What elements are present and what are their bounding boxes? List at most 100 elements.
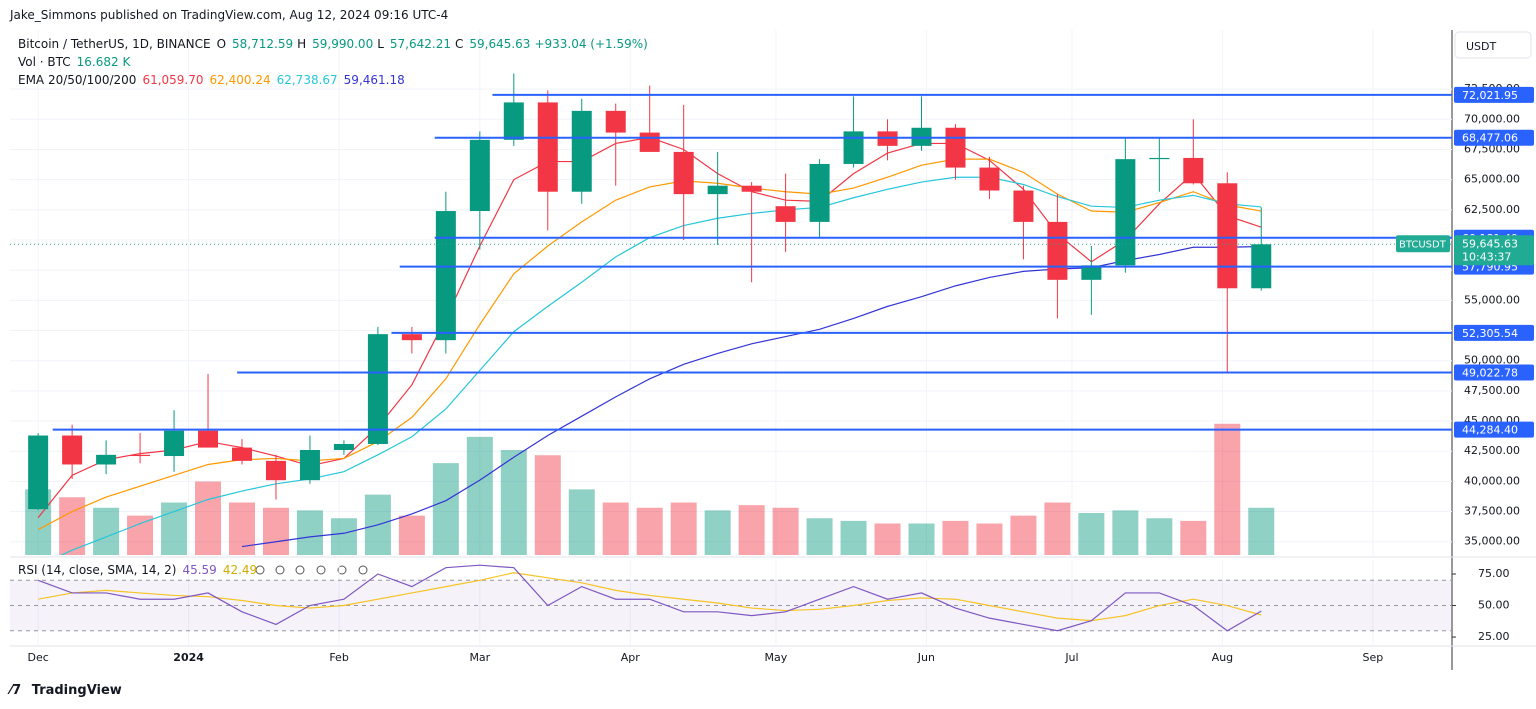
y-tick-label: 65,000.00 xyxy=(1464,173,1520,186)
brand: ⁄7 TradingView xyxy=(10,683,128,698)
ema-line xyxy=(37,136,1262,518)
x-tick-label: Dec xyxy=(28,651,49,664)
publisher: Jake_Simmons published on TradingView.co… xyxy=(10,8,449,22)
level-label: 68,477.06 xyxy=(1462,132,1518,145)
candle-body xyxy=(1013,190,1034,222)
ohlc-item: O 58,712.59 xyxy=(217,37,294,51)
candle-body xyxy=(605,110,626,133)
volume-bar xyxy=(1112,510,1139,555)
candle-body xyxy=(537,102,558,192)
level-label: 52,305.54 xyxy=(1462,327,1518,340)
candle-body xyxy=(198,430,219,448)
volume-bar xyxy=(840,520,867,555)
y-tick-label: 67,500.00 xyxy=(1464,142,1520,155)
level-label-box xyxy=(1454,364,1534,381)
ohlc-key: H xyxy=(297,37,307,51)
volume-bar xyxy=(908,523,935,555)
volume-bar xyxy=(670,502,697,555)
volume-bar xyxy=(1078,513,1105,555)
ema-name: EMA 20/50/100/200 xyxy=(18,73,137,87)
candle-body xyxy=(1251,244,1272,289)
candle-body xyxy=(164,430,185,457)
candle-body xyxy=(299,450,320,481)
candle-body xyxy=(945,127,966,168)
ohlc-key: L xyxy=(377,37,384,51)
volume-bar xyxy=(364,494,391,555)
level-label-box xyxy=(1454,324,1534,341)
symbol-tag xyxy=(1396,235,1450,253)
candle-body xyxy=(265,460,286,481)
candle-body xyxy=(673,151,694,195)
x-tick-label: Feb xyxy=(329,651,348,664)
volume-bar xyxy=(398,515,425,555)
symbol: Bitcoin / TetherUS, 1D, BINANCE xyxy=(18,37,211,51)
level-label: 44,284.40 xyxy=(1462,424,1518,437)
y-tick-label: 57,500.00 xyxy=(1464,263,1520,276)
volume-bar xyxy=(874,523,901,555)
y-tick-label: 60,000.00 xyxy=(1464,233,1520,246)
ohlc-item: H 59,990.00 xyxy=(297,37,373,51)
symbol-tag-label: BTCUSDT xyxy=(1399,239,1447,250)
level-label: 57,790.95 xyxy=(1462,261,1518,274)
level-label: 49,022.78 xyxy=(1462,366,1518,379)
volume-bar xyxy=(1180,520,1207,555)
candle-body xyxy=(639,132,660,152)
candle-body xyxy=(96,454,117,465)
last-price-label: 59,645.63 xyxy=(1462,237,1518,250)
candle-body xyxy=(707,185,728,195)
currency-button[interactable]: USDT xyxy=(1466,40,1497,53)
volume-bar xyxy=(534,455,561,555)
volume-bar xyxy=(195,481,222,555)
volume-legend: Vol · BTC 16.682 K xyxy=(18,55,136,69)
candle-body xyxy=(979,167,1000,191)
y-tick-label: 40,000.00 xyxy=(1464,474,1520,487)
volume-bar xyxy=(127,515,154,555)
volume-bar xyxy=(806,518,833,555)
candle-body xyxy=(1115,159,1136,266)
candle-body xyxy=(469,139,490,212)
candle-body xyxy=(877,131,898,146)
candle-body xyxy=(1149,157,1170,160)
candle-body xyxy=(435,211,456,341)
rsi-value: 45.59 xyxy=(182,563,217,577)
volume-bar xyxy=(432,463,459,555)
y-tick-label: 50,000.00 xyxy=(1464,354,1520,367)
volume-bar xyxy=(25,489,52,555)
ohlc-value: 58,712.59 xyxy=(232,37,294,51)
level-label-box xyxy=(1454,229,1534,246)
ema-value: 62,738.67 xyxy=(276,73,338,87)
volume-bar xyxy=(636,507,663,555)
legend-line: Bitcoin / TetherUS, 1D, BINANCE O 58,712.5… xyxy=(18,37,654,51)
volume-bar xyxy=(1010,515,1037,555)
ohlc-key: C xyxy=(454,37,464,51)
x-tick-label: Jul xyxy=(1064,651,1078,664)
ema-line xyxy=(60,176,1262,555)
ema-legend: EMA 20/50/100/200 61,059.70 62,400.24 62,73… xyxy=(18,73,411,87)
volume-bar xyxy=(93,507,120,555)
volume-bar xyxy=(942,520,969,555)
candle-body xyxy=(775,206,796,222)
rsi-tick-label: 25.00 xyxy=(1478,630,1510,643)
candle-body xyxy=(401,334,422,341)
level-label-box xyxy=(1454,86,1534,103)
countdown: 10:43:37 xyxy=(1462,250,1511,263)
ohlc-value: 59,645.63 xyxy=(469,37,531,51)
volume-name: Vol · BTC xyxy=(18,55,71,69)
volume-bar xyxy=(161,502,188,555)
brand-name: TradingView xyxy=(31,683,122,698)
rsi-title: RSI (14, close, SMA, 14, 2) xyxy=(18,563,177,577)
x-tick-label: Apr xyxy=(621,651,641,664)
candle-body xyxy=(1081,265,1102,280)
candle-body xyxy=(1217,183,1238,289)
y-tick-label: 42,500.00 xyxy=(1464,444,1520,457)
candle-body xyxy=(62,435,83,465)
ema-line xyxy=(37,158,1262,531)
last-price-box xyxy=(1454,235,1534,266)
x-tick-label: May xyxy=(765,651,788,664)
y-tick-label: 52,500.00 xyxy=(1464,324,1520,337)
logo: ⁄7 xyxy=(10,683,26,698)
change: +933.04 (+1.59%) xyxy=(534,37,648,51)
volume-bar xyxy=(602,502,629,555)
ohlc-item: C 59,645.63 xyxy=(455,37,530,51)
